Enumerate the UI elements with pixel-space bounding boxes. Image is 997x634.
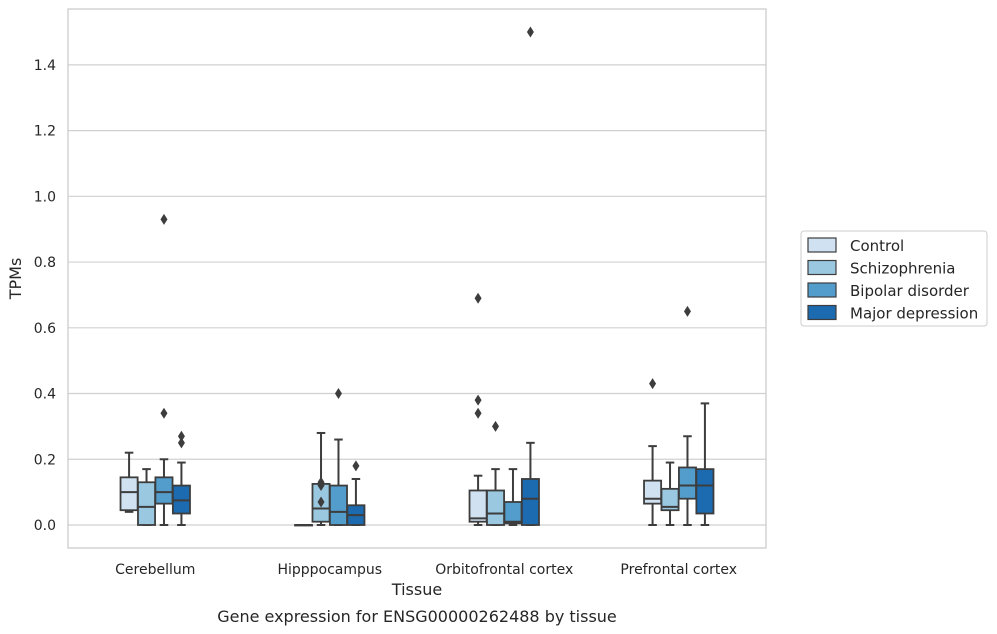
legend-label: Schizophrenia <box>850 260 955 278</box>
y-tick-label: 1.2 <box>34 124 56 140</box>
box-control <box>468 292 488 526</box>
x-tick-label: Prefrontal cortex <box>620 562 737 578</box>
legend-label: Control <box>850 237 904 255</box>
y-tick-label: 0.2 <box>34 452 56 468</box>
y-tick-label: 1.0 <box>34 189 56 205</box>
box-schizophrenia <box>486 420 505 526</box>
outlier-point <box>474 407 482 419</box>
legend-swatch <box>807 237 837 253</box>
outlier-point <box>317 476 325 488</box>
box-control <box>643 378 663 526</box>
legend: Control Schizophrenia Bipolar disorder Majo… <box>800 230 988 327</box>
gridlines <box>68 64 766 526</box>
y-tick-label: 0.4 <box>34 387 56 403</box>
outlier-point <box>177 430 185 442</box>
outlier-point <box>160 213 168 225</box>
y-axis-ticks: 0.0 0.2 0.4 0.6 0.8 1.0 1.2 1.4 <box>34 58 56 534</box>
legend-swatch <box>807 304 837 321</box>
x-axis-ticks: Cerebellum Hipppocampus Orbitofrontal cort… <box>115 562 737 578</box>
legend-swatch <box>807 259 837 276</box>
box-major-depression <box>695 402 715 526</box>
outlier-point <box>317 496 325 508</box>
outlier-point <box>334 388 342 400</box>
x-tick-label: Cerebellum <box>115 562 195 578</box>
outlier-point <box>526 26 534 38</box>
y-tick-label: 0.8 <box>34 255 56 271</box>
box-bipolar-disorder <box>154 213 174 526</box>
box-body <box>137 481 156 526</box>
y-axis-label: TPMs <box>6 258 25 301</box>
box-body <box>678 466 697 500</box>
outlier-point <box>474 394 482 406</box>
box-body <box>503 501 523 525</box>
box-body <box>695 468 715 515</box>
box-body <box>154 476 174 505</box>
box-body <box>520 478 540 526</box>
x-tick-label: Orbitofrontal cortex <box>435 562 573 578</box>
legend-label: Major depression <box>850 305 978 323</box>
box-bipolar-disorder <box>329 388 348 526</box>
legend-swatch <box>807 282 837 298</box>
y-tick-label: 0.0 <box>34 518 56 534</box>
chart-title: Gene expression for ENSG00000262488 by t… <box>217 607 617 626</box>
legend-label: Bipolar disorder <box>850 282 970 300</box>
box-schizophrenia <box>311 431 331 526</box>
y-tick-label: 0.6 <box>34 321 56 337</box>
box-body <box>643 479 663 505</box>
outlier-point <box>474 292 482 304</box>
box-control <box>119 451 139 513</box>
x-tick-label: Hipppocampus <box>277 562 382 578</box>
box-bipolar-disorder <box>503 468 523 526</box>
box-schizophrenia <box>137 468 156 526</box>
outlier-point <box>649 378 657 390</box>
outlier-point <box>160 407 168 419</box>
box-major-depression <box>346 460 366 526</box>
box-body <box>329 484 348 526</box>
box-body <box>468 489 488 523</box>
box-control <box>294 523 314 527</box>
box-major-depression <box>171 430 191 526</box>
box-series <box>119 26 715 527</box>
outlier-point <box>492 420 500 432</box>
outlier-point <box>683 305 691 317</box>
y-tick-label: 1.4 <box>34 58 56 74</box>
legend-frame <box>800 230 988 327</box>
outlier-point <box>352 460 360 472</box>
box-bipolar-disorder <box>678 305 697 526</box>
box-schizophrenia <box>660 461 680 526</box>
outlier-point <box>177 437 185 449</box>
box-major-depression <box>520 26 540 526</box>
box-body <box>119 476 139 512</box>
box-body <box>486 489 505 526</box>
plot-area-frame <box>67 8 767 549</box>
x-axis-label: Tissue <box>391 580 442 599</box>
